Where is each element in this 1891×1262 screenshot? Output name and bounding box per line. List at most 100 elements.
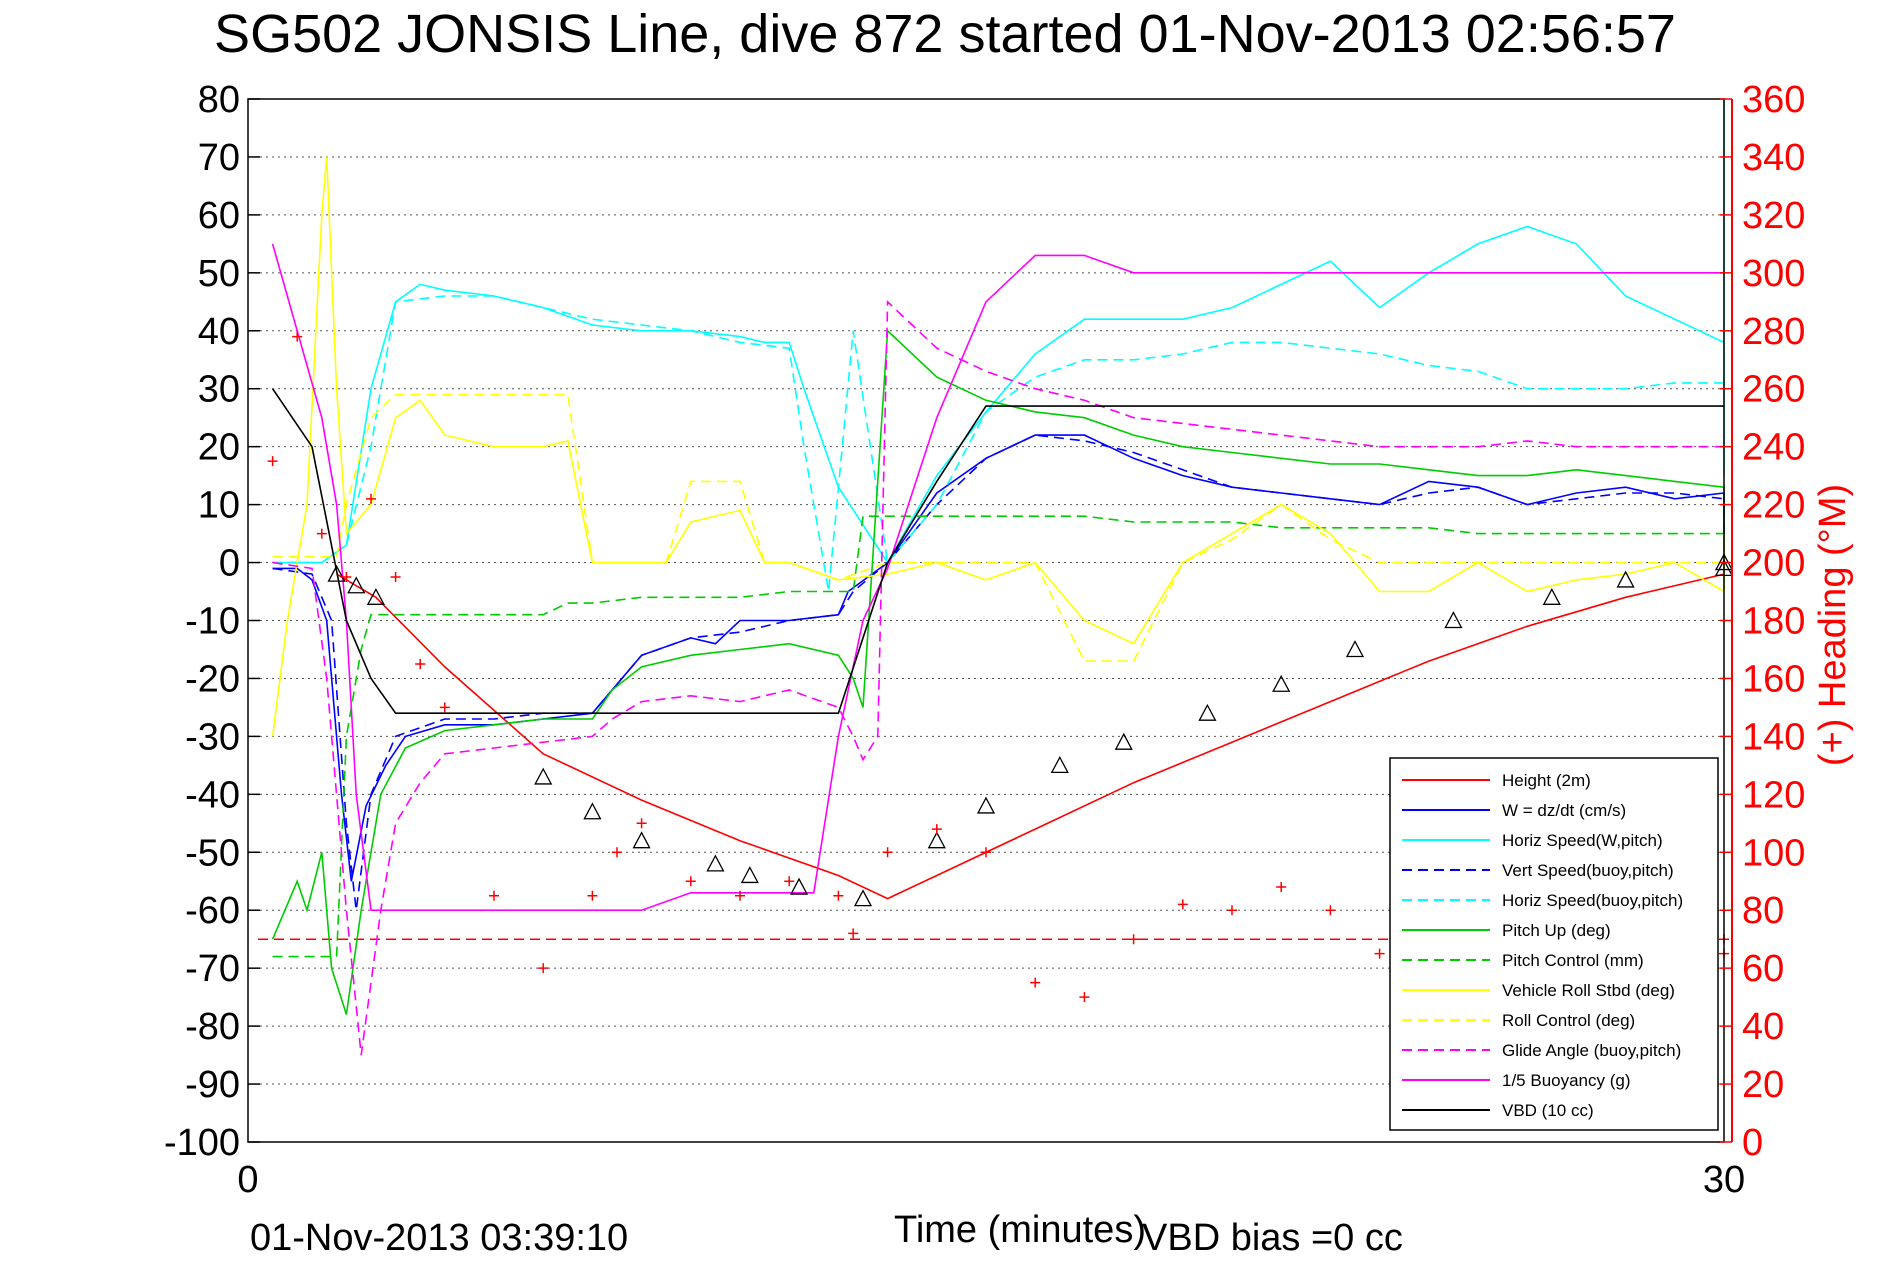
heading-point: [612, 847, 622, 858]
legend-label: VBD (10 cc): [1502, 1101, 1594, 1120]
legend-label: W = dz/dt (cm/s): [1502, 801, 1626, 820]
height-marker: [927, 831, 946, 849]
height-marker: [327, 564, 346, 582]
heading-point: [390, 572, 401, 583]
heading-point: [636, 818, 647, 829]
legend-label: 1/5 Buoyancy (g): [1502, 1071, 1631, 1090]
y2-tick-label: 120: [1742, 774, 1805, 816]
legend-label: Height (2m): [1502, 771, 1591, 790]
legend-box: [1389, 757, 1719, 1131]
y-tick-label: 0: [219, 543, 240, 585]
heading-point: [587, 890, 598, 901]
y-tick-label: -90: [185, 1064, 240, 1106]
heading-point: [489, 890, 499, 901]
footer-vbd-bias: VBD bias =0 cc: [1142, 1217, 1403, 1259]
height-marker: [1272, 674, 1291, 692]
y2-tick-label: 240: [1742, 427, 1805, 469]
y2-tick-label: 0: [1742, 1122, 1763, 1164]
y2-axis: 3603403203002802602402202001801601401201…: [1720, 79, 1805, 1164]
x-axis-label: Time (minutes): [894, 1209, 1146, 1251]
series-line-7: [271, 156, 1725, 737]
legend-label: Roll Control (deg): [1502, 1011, 1635, 1030]
y2-tick-label: 20: [1742, 1064, 1784, 1106]
heading-point: [439, 702, 450, 713]
series-line-5: [271, 329, 1725, 1015]
height-marker: [534, 767, 553, 785]
legend-label: Pitch Control (mm): [1502, 951, 1644, 970]
y-tick-label: -80: [185, 1006, 240, 1048]
y-tick-label: 20: [198, 427, 240, 469]
y-tick-label: 70: [198, 137, 240, 179]
y-tick-label: -30: [185, 716, 240, 758]
height-marker: [1616, 570, 1635, 588]
y2-tick-label: 220: [1742, 485, 1805, 527]
height-marker: [976, 796, 996, 814]
heading-point: [341, 572, 352, 583]
legend-label: Glide Angle (buoy,pitch): [1502, 1041, 1681, 1060]
height-marker: [740, 866, 759, 884]
y2-tick-label: 300: [1742, 253, 1805, 295]
y-tick-label: -60: [185, 890, 240, 932]
heading-point: [366, 493, 376, 504]
heading-point: [1030, 977, 1041, 988]
heading-point: [735, 890, 745, 901]
y2-tick-label: 100: [1742, 832, 1805, 874]
legend-label: Pitch Up (deg): [1502, 921, 1611, 940]
heading-point: [981, 847, 991, 858]
series-line-8: [272, 393, 1724, 662]
x-tick-label: 30: [1703, 1159, 1745, 1201]
y-tick-label: 30: [198, 369, 240, 411]
y-tick-label: 50: [198, 253, 240, 295]
legend-label: Horiz Speed(buoy,pitch): [1502, 891, 1683, 910]
heading-point: [1177, 899, 1188, 910]
y2-tick-label: 360: [1742, 79, 1805, 121]
chart-title: SG502 JONSIS Line, dive 872 started 01-N…: [214, 4, 1676, 64]
y-tick-label: -40: [185, 774, 240, 816]
y2-tick-label: 260: [1742, 369, 1805, 411]
height-marker: [1114, 732, 1133, 750]
height-marker: [632, 831, 651, 849]
legend-label: Vehicle Roll Stbd (deg): [1502, 981, 1675, 1000]
grid: [248, 156, 1724, 1085]
y-tick-label: -20: [185, 658, 240, 700]
y-tick-label: -10: [185, 601, 240, 643]
series-group: [258, 99, 1725, 1056]
legend: Height (2m) W = dz/dt (cm/s) Horiz Speed(W…: [1389, 757, 1719, 1131]
series-line-6: [272, 515, 1724, 958]
y-tick-label: 60: [198, 195, 240, 237]
heading-point: [538, 963, 549, 974]
y2-tick-label: 200: [1742, 543, 1805, 585]
height-marker: [583, 802, 602, 820]
heading-point: [1374, 948, 1385, 959]
heading-point: [848, 928, 859, 939]
heading-point: [267, 456, 278, 467]
heading-point: [316, 528, 327, 539]
y-tick-label: -70: [185, 948, 240, 990]
y2-tick-label: 180: [1742, 601, 1805, 643]
heading-point: [1276, 882, 1287, 893]
x-tick-label: 0: [237, 1159, 258, 1201]
series-line-3: [272, 434, 1725, 911]
height-marker: [1050, 755, 1069, 774]
y-tick-label: 10: [198, 485, 240, 527]
y2-tick-label: 320: [1742, 195, 1805, 237]
heading-point: [415, 658, 426, 669]
series-line-4: [272, 295, 1725, 592]
footer-timestamp: 01-Nov-2013 03:39:10: [250, 1217, 628, 1259]
height-marker: [1198, 703, 1217, 721]
series-line-0: [336, 565, 1725, 900]
y2-tick-label: 80: [1742, 890, 1784, 932]
heading-point: [685, 876, 696, 887]
y-tick-label: -50: [185, 832, 240, 874]
height-marker: [366, 587, 386, 605]
series-line-9: [272, 299, 1724, 1056]
y2-tick-label: 60: [1742, 948, 1784, 990]
heading-point: [882, 847, 893, 858]
heading-point: [292, 331, 303, 342]
heading-point: [1227, 905, 1237, 916]
y-tick-label: 80: [198, 79, 240, 121]
series-line-10: [271, 243, 1724, 912]
y2-axis-label: (+) Heading (°M): [1812, 484, 1854, 766]
height-marker: [853, 889, 873, 907]
